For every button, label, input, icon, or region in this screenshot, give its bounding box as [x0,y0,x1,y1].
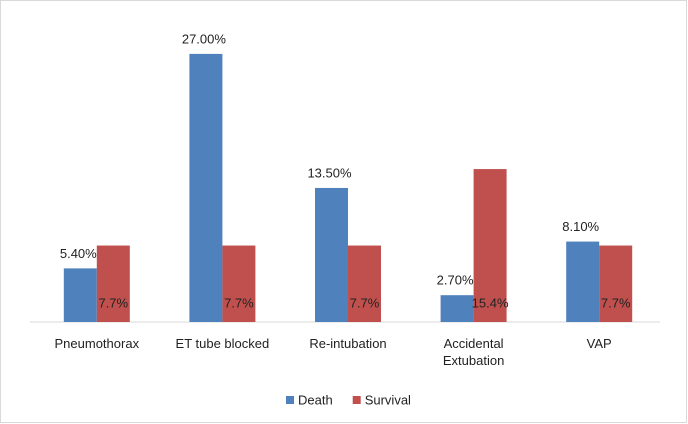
data-label: 7.7% [224,295,254,310]
data-label: 2.70% [437,273,474,288]
bar [348,245,381,322]
bar [63,268,97,322]
x-tick-label: VAP [586,336,612,351]
legend-label: Death [298,392,333,407]
x-tick-label: Pneumothorax [54,336,140,351]
legend-swatch [286,396,294,404]
legend-label: Survival [365,392,411,407]
legend-swatch [352,396,361,404]
data-label: 13.50% [307,165,352,180]
bar [189,53,223,322]
bar [440,295,474,322]
x-tick-label: Accidental Extubation [442,336,505,368]
bar [473,169,507,322]
bar [222,245,256,322]
data-label: 7.7% [350,295,380,310]
x-tick-label: ET tube blocked [175,336,270,351]
data-label: 27.00% [182,31,227,46]
bar [566,241,600,322]
data-label: 7.7% [601,295,631,310]
bar [315,187,348,322]
data-label: 7.7% [98,295,128,310]
bar [599,245,633,322]
data-label: 8.10% [562,219,599,234]
x-tick-label: Re-intubation [309,336,387,351]
data-label: 5.40% [60,246,97,261]
data-label: 15.4% [472,295,509,310]
bar [96,245,130,322]
